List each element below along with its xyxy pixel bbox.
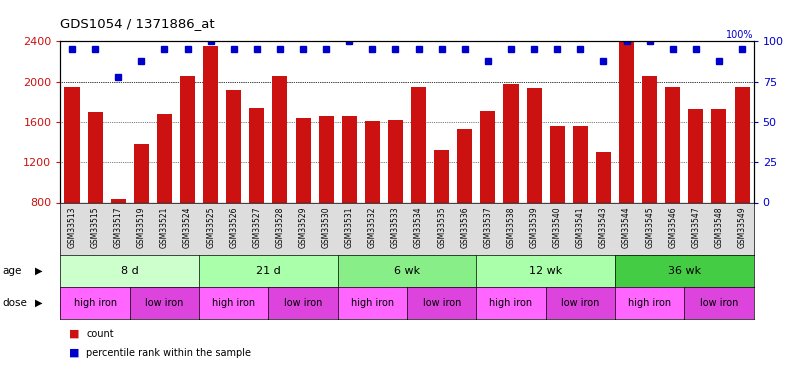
Bar bbox=[296, 118, 310, 202]
Bar bbox=[157, 114, 172, 202]
Text: GSM33517: GSM33517 bbox=[114, 207, 123, 248]
Bar bbox=[226, 90, 241, 202]
Bar bbox=[434, 150, 449, 202]
Text: high iron: high iron bbox=[628, 298, 671, 308]
Text: GSM33549: GSM33549 bbox=[737, 207, 746, 248]
Text: ■: ■ bbox=[69, 348, 79, 357]
Text: GSM33535: GSM33535 bbox=[437, 207, 447, 248]
Bar bbox=[619, 41, 634, 203]
Text: GSM33534: GSM33534 bbox=[414, 207, 423, 248]
Bar bbox=[180, 75, 195, 202]
Text: 36 wk: 36 wk bbox=[667, 266, 701, 276]
Text: GSM33524: GSM33524 bbox=[183, 207, 192, 248]
Text: GSM33513: GSM33513 bbox=[68, 207, 77, 248]
Bar bbox=[249, 108, 264, 202]
Text: GSM33532: GSM33532 bbox=[368, 207, 377, 248]
Text: GSM33547: GSM33547 bbox=[692, 207, 700, 248]
Bar bbox=[642, 75, 657, 202]
Text: GSM33539: GSM33539 bbox=[530, 207, 538, 248]
Bar bbox=[665, 87, 680, 202]
Text: GSM33525: GSM33525 bbox=[206, 207, 215, 248]
Text: GSM33538: GSM33538 bbox=[506, 207, 516, 248]
Text: GSM33546: GSM33546 bbox=[668, 207, 677, 248]
Text: GSM33543: GSM33543 bbox=[599, 207, 608, 248]
Text: 100%: 100% bbox=[726, 30, 754, 40]
Bar bbox=[550, 126, 565, 202]
Text: GSM33526: GSM33526 bbox=[229, 207, 239, 248]
Bar bbox=[457, 129, 472, 203]
Text: count: count bbox=[86, 329, 114, 339]
Text: GDS1054 / 1371886_at: GDS1054 / 1371886_at bbox=[60, 17, 215, 30]
Text: GSM33537: GSM33537 bbox=[484, 207, 492, 248]
Text: GSM33531: GSM33531 bbox=[345, 207, 354, 248]
Text: low iron: low iron bbox=[561, 298, 600, 308]
Text: high iron: high iron bbox=[212, 298, 256, 308]
Bar bbox=[64, 87, 80, 202]
Text: GSM33545: GSM33545 bbox=[645, 207, 654, 248]
Text: 21 d: 21 d bbox=[256, 266, 280, 276]
Bar bbox=[480, 111, 496, 202]
Bar bbox=[318, 116, 334, 202]
Text: GSM33529: GSM33529 bbox=[298, 207, 308, 248]
Bar bbox=[388, 120, 403, 202]
Bar bbox=[110, 200, 126, 202]
Text: 8 d: 8 d bbox=[121, 266, 139, 276]
Text: GSM33536: GSM33536 bbox=[460, 207, 469, 248]
Text: GSM33519: GSM33519 bbox=[137, 207, 146, 248]
Bar bbox=[342, 116, 357, 202]
Bar bbox=[688, 109, 704, 202]
Bar bbox=[712, 109, 726, 202]
Text: ▶: ▶ bbox=[35, 266, 43, 276]
Text: GSM33527: GSM33527 bbox=[252, 207, 261, 248]
Text: percentile rank within the sample: percentile rank within the sample bbox=[86, 348, 251, 357]
Text: GSM33528: GSM33528 bbox=[276, 207, 285, 248]
Text: 12 wk: 12 wk bbox=[529, 266, 563, 276]
Text: ■: ■ bbox=[69, 329, 79, 339]
Bar bbox=[573, 126, 588, 202]
Bar bbox=[596, 152, 611, 202]
Text: low iron: low iron bbox=[700, 298, 738, 308]
Bar bbox=[88, 112, 102, 202]
Bar bbox=[504, 84, 518, 203]
Text: dose: dose bbox=[2, 298, 27, 308]
Bar bbox=[134, 144, 149, 202]
Text: GSM33544: GSM33544 bbox=[622, 207, 631, 248]
Text: ▶: ▶ bbox=[35, 298, 43, 308]
Text: GSM33515: GSM33515 bbox=[90, 207, 100, 248]
Text: GSM33548: GSM33548 bbox=[714, 207, 724, 248]
Bar bbox=[734, 87, 750, 202]
Text: GSM33521: GSM33521 bbox=[160, 207, 169, 248]
Text: high iron: high iron bbox=[489, 298, 533, 308]
Text: GSM33530: GSM33530 bbox=[322, 207, 330, 248]
Bar bbox=[411, 87, 426, 202]
Text: low iron: low iron bbox=[422, 298, 461, 308]
Bar bbox=[203, 46, 218, 202]
Text: GSM33533: GSM33533 bbox=[391, 207, 400, 248]
Text: GSM33541: GSM33541 bbox=[575, 207, 585, 248]
Bar bbox=[272, 75, 288, 202]
Text: high iron: high iron bbox=[351, 298, 394, 308]
Text: 6 wk: 6 wk bbox=[394, 266, 420, 276]
Text: age: age bbox=[2, 266, 22, 276]
Bar bbox=[365, 121, 380, 202]
Text: GSM33540: GSM33540 bbox=[553, 207, 562, 248]
Text: high iron: high iron bbox=[73, 298, 117, 308]
Text: low iron: low iron bbox=[145, 298, 184, 308]
Text: low iron: low iron bbox=[284, 298, 322, 308]
Bar bbox=[526, 88, 542, 202]
